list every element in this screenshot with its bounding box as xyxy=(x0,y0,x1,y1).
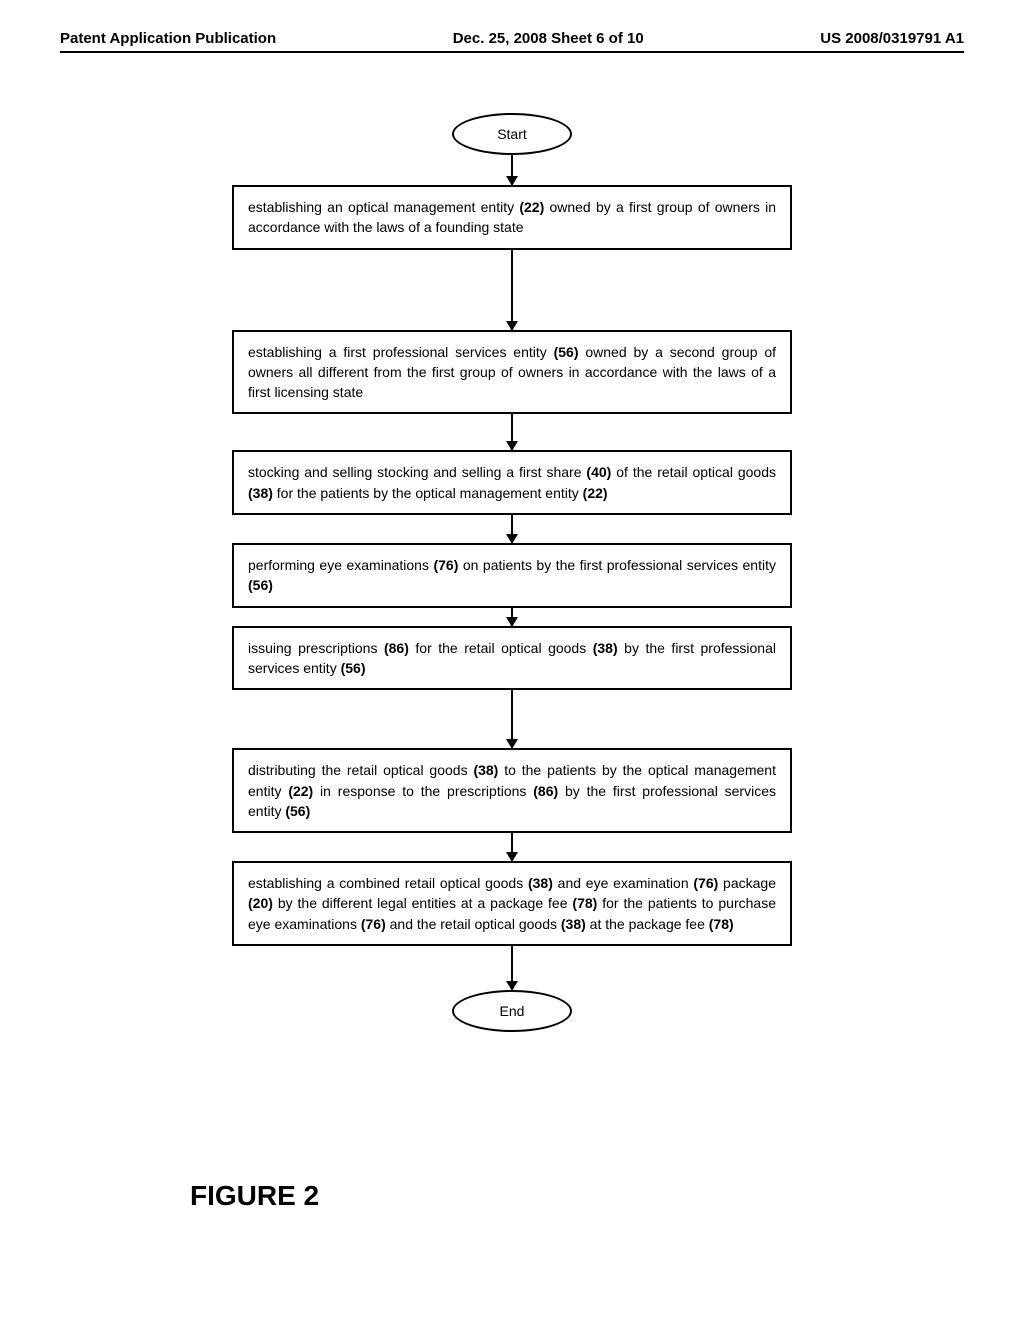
flow-connector xyxy=(511,155,513,185)
figure-label: FIGURE 2 xyxy=(190,1180,319,1212)
process-step: stocking and selling stocking and sellin… xyxy=(232,450,792,515)
header-right: US 2008/0319791 A1 xyxy=(820,30,964,47)
page-container: Patent Application Publication Dec. 25, … xyxy=(0,0,1024,1320)
start-terminator: Start xyxy=(452,113,572,155)
flow-connector xyxy=(511,833,513,861)
process-step: performing eye examinations (76) on pati… xyxy=(232,543,792,608)
process-step: issuing prescriptions (86) for the retai… xyxy=(232,626,792,691)
page-header: Patent Application Publication Dec. 25, … xyxy=(60,30,964,53)
flow-connector xyxy=(511,515,513,543)
process-step: establishing a first professional servic… xyxy=(232,330,792,415)
flow-connector xyxy=(511,690,513,748)
process-step: establishing a combined retail optical g… xyxy=(232,861,792,946)
header-left: Patent Application Publication xyxy=(60,30,276,47)
process-step: distributing the retail optical goods (3… xyxy=(232,748,792,833)
process-step: establishing an optical management entit… xyxy=(232,185,792,250)
flow-connector xyxy=(511,414,513,450)
flowchart: Start establishing an optical management … xyxy=(232,113,792,1032)
header-center: Dec. 25, 2008 Sheet 6 of 10 xyxy=(453,30,644,47)
flow-connector xyxy=(511,946,513,990)
end-terminator: End xyxy=(452,990,572,1032)
flow-connector xyxy=(511,608,513,626)
flow-connector xyxy=(511,250,513,330)
